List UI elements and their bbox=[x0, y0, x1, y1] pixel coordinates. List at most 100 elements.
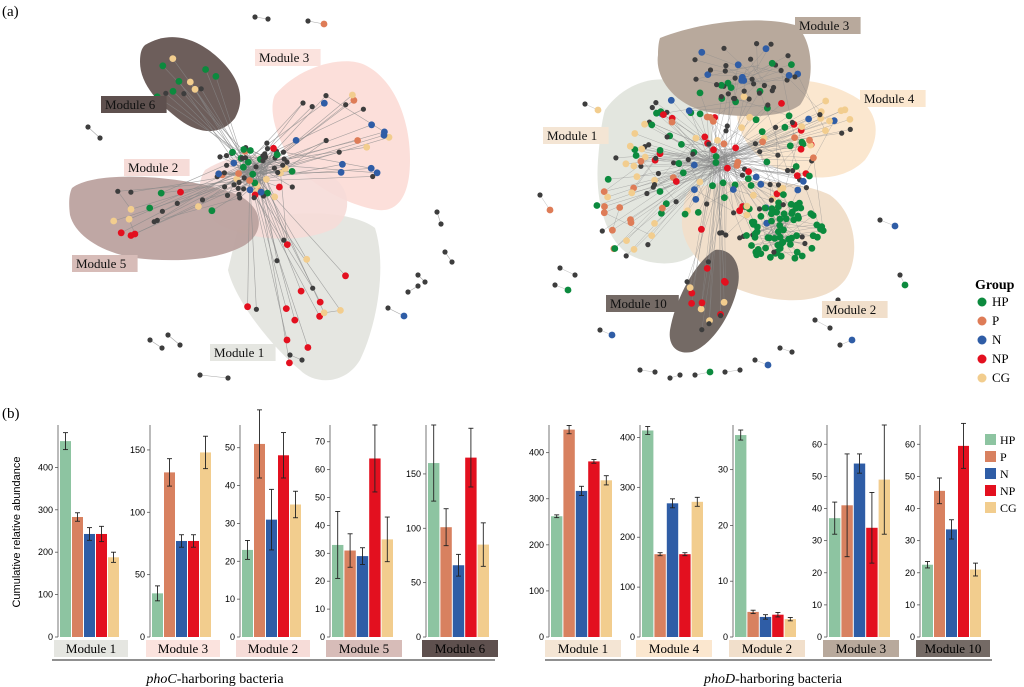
caption-phoC-rest: -harboring bacteria bbox=[177, 672, 285, 687]
network-edge bbox=[154, 173, 248, 222]
network-node bbox=[309, 104, 315, 110]
module-label-bg bbox=[422, 640, 498, 657]
network-node bbox=[658, 209, 665, 217]
network-node bbox=[600, 188, 608, 196]
network-node bbox=[274, 258, 280, 264]
network-node bbox=[822, 127, 829, 134]
network-edge bbox=[260, 137, 390, 176]
network-edge bbox=[722, 132, 842, 151]
network-node bbox=[749, 220, 757, 228]
module-label-bg bbox=[606, 295, 679, 312]
y-tick-label: 200 bbox=[620, 532, 635, 542]
network-edge bbox=[260, 163, 343, 180]
network-node bbox=[822, 97, 830, 105]
y-tick-label: 300 bbox=[38, 505, 53, 515]
network-node bbox=[782, 215, 790, 223]
bar-cg bbox=[691, 501, 703, 637]
network-node bbox=[768, 59, 776, 67]
network-node bbox=[368, 121, 375, 129]
network-node bbox=[264, 140, 270, 146]
network-node bbox=[706, 368, 714, 376]
legend-marker-cg bbox=[977, 373, 987, 383]
network-node bbox=[600, 209, 608, 217]
network-node bbox=[768, 210, 775, 218]
network-node bbox=[809, 232, 817, 240]
network-edge bbox=[117, 191, 132, 210]
network-edge bbox=[87, 126, 101, 139]
network-edge bbox=[612, 207, 620, 231]
network-node bbox=[767, 181, 773, 188]
network-node bbox=[244, 158, 252, 166]
network-node bbox=[753, 251, 760, 259]
network-node bbox=[679, 169, 687, 177]
network-node bbox=[793, 248, 801, 256]
legend-label-cg: CG bbox=[992, 370, 1010, 385]
bar-np bbox=[369, 458, 381, 637]
network-node bbox=[677, 372, 683, 378]
network-node bbox=[288, 168, 296, 175]
y-tick-label: 400 bbox=[38, 462, 53, 472]
network-node bbox=[271, 165, 277, 171]
network-node bbox=[736, 207, 743, 215]
network-node bbox=[837, 107, 845, 115]
network-node bbox=[785, 53, 791, 59]
network-node bbox=[734, 61, 742, 69]
network-node bbox=[604, 193, 611, 201]
network-edge bbox=[249, 175, 288, 341]
network-node bbox=[177, 342, 183, 348]
network-node bbox=[761, 204, 769, 212]
legend-title: Group bbox=[975, 278, 1015, 293]
network-node bbox=[597, 327, 603, 333]
network-node bbox=[692, 196, 700, 203]
bar-p bbox=[563, 429, 575, 637]
network-node bbox=[354, 137, 361, 144]
network-node bbox=[125, 215, 133, 223]
module-label: Module 2 bbox=[742, 641, 792, 656]
network-node bbox=[704, 201, 710, 207]
network-edge bbox=[723, 151, 726, 283]
network-node bbox=[572, 272, 578, 278]
network-node bbox=[289, 184, 295, 190]
legend-swatch-np bbox=[985, 485, 996, 496]
network-node bbox=[691, 186, 698, 194]
network-node bbox=[337, 168, 345, 176]
network-node bbox=[85, 124, 91, 130]
module-label: Module 3 bbox=[836, 641, 886, 656]
network-node bbox=[221, 170, 227, 176]
network-edge bbox=[249, 180, 341, 311]
network-node bbox=[626, 142, 634, 150]
network-node bbox=[756, 90, 763, 96]
network-node bbox=[641, 153, 649, 161]
network-node bbox=[750, 191, 757, 199]
network-node bbox=[778, 100, 785, 107]
network-node bbox=[731, 95, 737, 102]
network-node bbox=[630, 246, 638, 253]
bar-cg bbox=[108, 557, 119, 637]
network-node bbox=[707, 67, 714, 73]
y-tick-label: 300 bbox=[529, 494, 544, 504]
network-node bbox=[734, 158, 742, 166]
module-hull-1 bbox=[228, 213, 381, 381]
network-node bbox=[611, 245, 619, 252]
network-node bbox=[752, 173, 760, 181]
panel-a-label: (a) bbox=[2, 4, 19, 20]
network-node bbox=[442, 249, 448, 255]
network-node bbox=[246, 177, 254, 184]
network-node bbox=[651, 182, 658, 188]
network-node bbox=[265, 16, 271, 22]
network-node bbox=[788, 61, 795, 68]
network-node bbox=[705, 259, 712, 265]
network-edge bbox=[717, 93, 729, 141]
network-edge bbox=[752, 63, 773, 77]
network-node bbox=[761, 82, 768, 89]
network-node bbox=[747, 182, 755, 189]
bar-hp bbox=[428, 463, 440, 637]
network-node bbox=[242, 155, 249, 161]
network-node bbox=[252, 14, 258, 20]
network-node bbox=[752, 357, 758, 363]
network-node bbox=[712, 153, 720, 160]
network-node bbox=[367, 164, 375, 172]
network-node bbox=[222, 184, 228, 190]
network-node bbox=[752, 141, 759, 147]
network-node bbox=[342, 272, 349, 280]
